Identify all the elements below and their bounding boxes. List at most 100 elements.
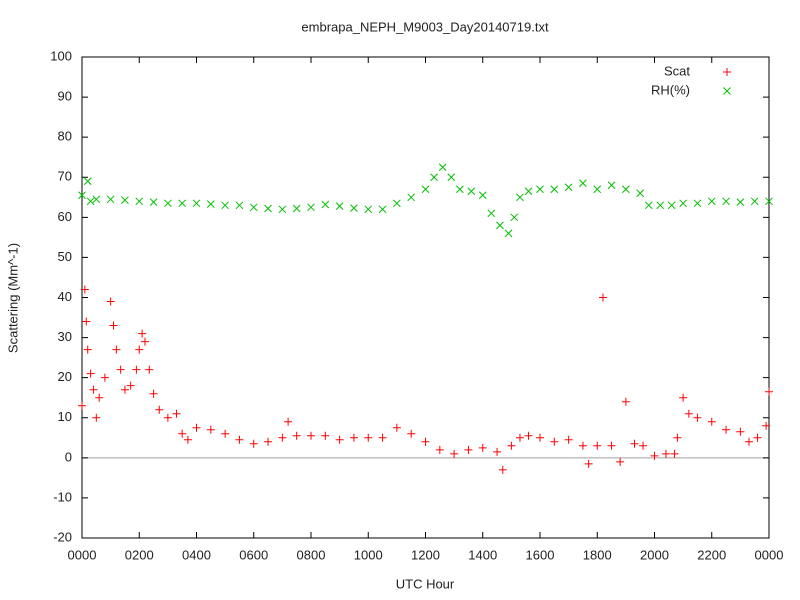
point: [467, 187, 476, 196]
point: [86, 197, 95, 206]
point: [106, 297, 115, 306]
y-tick-label: 90: [58, 89, 72, 104]
point: [507, 441, 516, 450]
point: [235, 201, 244, 210]
x-tick-label: 0000: [755, 547, 784, 562]
point: [321, 200, 330, 209]
point: [516, 193, 524, 202]
point: [92, 195, 101, 204]
point: [178, 429, 187, 438]
y-tick-label: -10: [53, 489, 72, 504]
point: [132, 365, 141, 374]
point: [622, 185, 630, 194]
point: [673, 433, 682, 442]
point: [364, 433, 373, 442]
x-tick-label: 0600: [239, 547, 268, 562]
point: [707, 197, 716, 206]
point: [765, 387, 773, 396]
point: [335, 435, 344, 444]
point: [478, 191, 487, 200]
point: [292, 431, 301, 440]
point: [707, 417, 716, 426]
point: [364, 205, 373, 214]
point: [762, 421, 771, 430]
point: [120, 385, 129, 394]
legend-label: Scat: [664, 63, 690, 78]
point: [183, 435, 192, 444]
point: [670, 449, 679, 458]
point: [455, 185, 464, 194]
y-axis-label: Scattering (Mm^-1): [5, 243, 20, 353]
point: [667, 201, 676, 210]
legend-label: RH(%): [651, 82, 690, 97]
chart-title: embrapa_NEPH_M9003_Day20140719.txt: [301, 19, 549, 34]
point: [536, 433, 544, 442]
point: [679, 393, 688, 402]
point: [504, 229, 513, 238]
point: [145, 365, 154, 374]
point: [78, 401, 86, 410]
point: [693, 199, 702, 208]
point: [78, 191, 86, 200]
point: [593, 185, 602, 194]
point: [621, 397, 630, 406]
point: [378, 205, 387, 214]
point: [149, 198, 158, 206]
point: [450, 449, 459, 458]
y-tick-label: 70: [58, 169, 72, 184]
point: [249, 439, 258, 448]
point: [753, 433, 762, 442]
point: [722, 197, 730, 206]
point: [524, 187, 533, 196]
point: [109, 321, 118, 330]
point: [536, 185, 544, 194]
point: [278, 433, 287, 442]
y-tick-label: 10: [58, 409, 72, 424]
point: [765, 197, 773, 206]
point: [82, 317, 91, 326]
point: [206, 200, 215, 208]
point: [487, 209, 496, 218]
point: [684, 409, 693, 418]
point: [135, 197, 144, 206]
point: [392, 423, 401, 432]
point: [524, 431, 533, 440]
point: [278, 205, 287, 214]
point: [100, 373, 109, 382]
point: [630, 439, 639, 448]
point: [515, 433, 524, 442]
point: [579, 179, 587, 188]
legend-marker: [723, 68, 731, 76]
point: [407, 429, 416, 438]
point: [393, 199, 401, 208]
point: [464, 445, 473, 454]
point: [639, 441, 648, 450]
point: [661, 449, 670, 458]
x-tick-label: 0200: [125, 547, 154, 562]
plot-frame: [81, 56, 770, 539]
y-tick-label: 80: [58, 129, 72, 144]
point: [607, 181, 616, 190]
y-tick-label: 60: [58, 209, 72, 224]
point: [83, 177, 92, 186]
point: [92, 413, 101, 422]
point: [284, 417, 293, 426]
point: [116, 365, 125, 374]
x-tick-label: 1000: [354, 547, 383, 562]
point: [430, 173, 438, 182]
point: [321, 431, 330, 440]
point: [140, 337, 149, 346]
point: [80, 285, 89, 294]
y-tick-label: 0: [65, 449, 72, 464]
point: [736, 427, 745, 436]
x-tick-label: 1400: [468, 547, 497, 562]
point: [378, 433, 387, 442]
point: [163, 413, 172, 422]
point: [644, 201, 653, 210]
y-tick-label: 40: [58, 289, 72, 304]
point: [496, 221, 504, 230]
point: [83, 345, 92, 354]
point: [550, 437, 559, 446]
point: [249, 203, 258, 212]
point: [679, 199, 687, 208]
